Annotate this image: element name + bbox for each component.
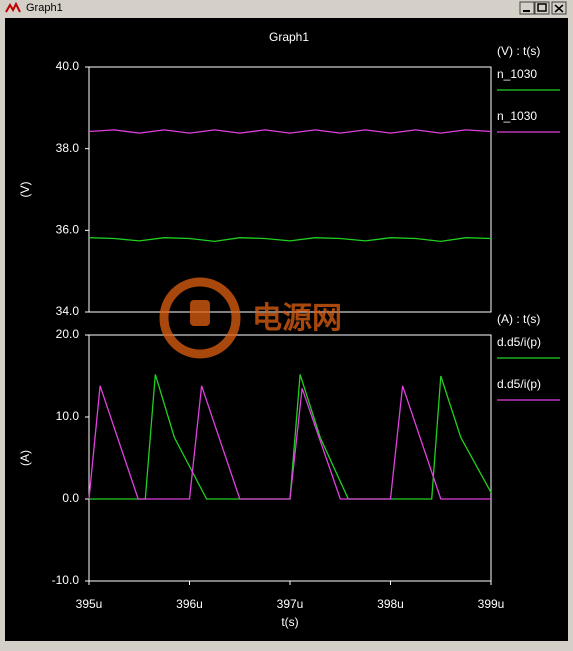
x-tick-label: 396u <box>176 597 203 611</box>
watermark: 电源网 <box>159 277 342 359</box>
title-bar <box>2 1 571 16</box>
y-axis-label: (V) <box>18 182 32 198</box>
x-tick-label: 399u <box>478 597 505 611</box>
watermark-logo <box>159 277 241 359</box>
x-tick-label: 397u <box>277 597 304 611</box>
y-tick-label: 40.0 <box>56 59 80 73</box>
close-icon <box>554 4 564 13</box>
watermark-plug <box>190 300 210 326</box>
chart-title: Graph1 <box>269 30 309 44</box>
legend-label: n_1030 <box>497 67 537 81</box>
plot-layer: Graph1 (V) : t(s) (V) 34.0 36.0 38.0 40.0 n_103… <box>18 30 560 629</box>
y-tick-label: 34.0 <box>56 304 80 318</box>
x-tick-label: 398u <box>377 597 404 611</box>
legend-title: (V) : t(s) <box>497 44 540 58</box>
legend-label: n_1030 <box>497 109 537 123</box>
legend-label: d.d5/i(p) <box>497 335 541 349</box>
graph-area <box>5 18 568 641</box>
y-tick-label: 10.0 <box>56 409 80 423</box>
y-tick-label: 0.0 <box>62 491 79 505</box>
minimize-button[interactable] <box>519 1 535 15</box>
series-line <box>89 374 492 500</box>
series-line <box>88 385 491 500</box>
y-axis-label: (A) <box>18 450 32 466</box>
maximize-icon <box>537 3 547 12</box>
app-icon <box>5 1 21 13</box>
y-tick-label: 36.0 <box>56 223 80 237</box>
x-tick-label: 395u <box>76 597 103 611</box>
watermark-text: 电源网 <box>252 302 342 335</box>
series-line <box>88 129 492 134</box>
x-axis-label: t(s) <box>281 615 298 629</box>
y-tick-label: 38.0 <box>56 141 80 155</box>
legend-title: (A) : t(s) <box>497 312 540 326</box>
y-tick-label: -10.0 <box>52 573 80 587</box>
series-line <box>88 237 492 243</box>
plot-frame <box>88 66 492 313</box>
window-title: Graph1 <box>26 2 63 14</box>
y-tick-label: 20.0 <box>56 327 80 341</box>
legend-label: d.d5/i(p) <box>497 377 541 391</box>
